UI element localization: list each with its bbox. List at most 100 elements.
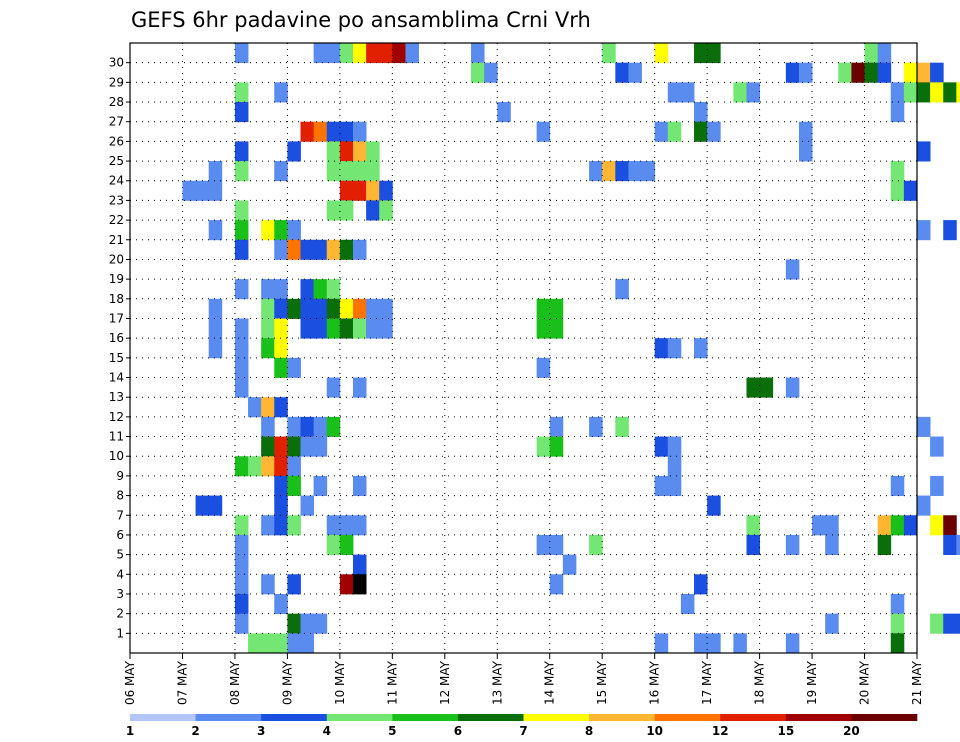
- heatmap-cell: [785, 633, 800, 654]
- heatmap-cell: [654, 436, 669, 457]
- heatmap-cell: [746, 82, 760, 103]
- heatmap-cell: [903, 180, 918, 201]
- heatmap-cell: [890, 515, 905, 536]
- heatmap-cell: [917, 62, 931, 83]
- heatmap-cell: [352, 121, 367, 142]
- heatmap-cell: [379, 180, 393, 201]
- colorbar-swatch: [261, 714, 328, 721]
- y-tick-label: 20: [109, 252, 124, 266]
- heatmap-cell: [930, 62, 944, 83]
- heatmap-cell: [234, 593, 249, 615]
- heatmap-cell: [274, 239, 288, 260]
- heatmap-cell: [352, 554, 367, 575]
- heatmap-cell: [274, 515, 288, 536]
- heatmap-cell: [352, 141, 367, 162]
- colorbar-swatch: [654, 714, 721, 721]
- heatmap-cell: [274, 475, 288, 496]
- x-tick-label: 06 MAY: [123, 660, 137, 705]
- heatmap-cell: [326, 279, 341, 300]
- heatmap-cell: [405, 43, 419, 64]
- y-tick-label: 5: [116, 548, 124, 562]
- heatmap-cell: [234, 102, 249, 123]
- heatmap-cell: [352, 239, 367, 260]
- x-tick-label: 07 MAY: [175, 660, 189, 705]
- heatmap-cell: [890, 102, 905, 123]
- x-tick-label: 16 MAY: [648, 660, 662, 705]
- heatmap-cell: [707, 495, 721, 516]
- heatmap-cell: [798, 62, 813, 83]
- heatmap-cell: [261, 318, 275, 339]
- colorbar-label: 6: [454, 724, 462, 738]
- heatmap-cell: [549, 534, 564, 556]
- heatmap-cell: [903, 62, 918, 83]
- heatmap-cell: [326, 416, 341, 437]
- heatmap-cell: [615, 161, 629, 182]
- heatmap-cell: [339, 180, 354, 201]
- heatmap-cell: [234, 279, 249, 300]
- heatmap-cell: [274, 436, 288, 457]
- heatmap-cell: [877, 43, 892, 64]
- heatmap-cell: [549, 574, 564, 595]
- heatmap-cell: [339, 574, 354, 595]
- x-tick-label: 13 MAY: [490, 660, 504, 705]
- heatmap-cell: [654, 338, 669, 359]
- heatmap-cell: [313, 436, 328, 457]
- heatmap-cell: [694, 633, 708, 654]
- heatmap-cell: [549, 298, 564, 319]
- heatmap-cell: [182, 180, 196, 201]
- heatmap-cell: [274, 318, 288, 339]
- heatmap-cell: [917, 82, 931, 103]
- heatmap-cell: [274, 338, 288, 359]
- heatmap-cell: [339, 43, 354, 64]
- heatmap-cell: [694, 574, 708, 595]
- heatmap-cell: [589, 416, 603, 437]
- heatmap-cell: [667, 456, 682, 477]
- heatmap-cell: [864, 43, 879, 64]
- x-tick-label: 10 MAY: [333, 660, 347, 705]
- heatmap-cell: [300, 318, 315, 339]
- heatmap-cell: [536, 121, 551, 142]
- heatmap-cell: [549, 416, 564, 437]
- heatmap-cell: [234, 239, 249, 260]
- heatmap-cell: [274, 357, 288, 378]
- heatmap-cell: [838, 62, 852, 83]
- heatmap-cell: [234, 200, 249, 221]
- heatmap-cell: [628, 62, 642, 83]
- heatmap-cell: [261, 416, 275, 437]
- heatmap-cell: [326, 43, 341, 64]
- heatmap-cell: [287, 456, 301, 477]
- heatmap-cell: [917, 495, 931, 516]
- y-tick-label: 13: [109, 390, 124, 404]
- heatmap-cell: [274, 633, 288, 654]
- heatmap-cell: [930, 515, 944, 536]
- heatmap-cell: [484, 62, 498, 83]
- colorbar-label: 12: [712, 724, 729, 738]
- heatmap-cell: [313, 475, 328, 496]
- heatmap-cell: [274, 82, 288, 103]
- heatmap-cell: [890, 82, 905, 103]
- heatmap-cell: [234, 554, 249, 575]
- heatmap-cell: [943, 613, 957, 634]
- heatmap-cell: [313, 318, 328, 339]
- y-tick-label: 19: [109, 272, 124, 286]
- heatmap-cell: [339, 161, 354, 182]
- heatmap-cell: [274, 397, 288, 418]
- heatmap-cell: [825, 613, 839, 634]
- y-tick-label: 17: [109, 311, 124, 325]
- heatmap-cell: [812, 515, 826, 536]
- heatmap-cell: [930, 436, 944, 457]
- x-tick-label: 17 MAY: [700, 660, 714, 705]
- heatmap-cell: [274, 495, 288, 516]
- heatmap-cell: [352, 161, 367, 182]
- heatmap-cell: [234, 357, 249, 378]
- x-tick-label: 18 MAY: [753, 660, 767, 705]
- heatmap-cell: [497, 102, 511, 123]
- heatmap-cell: [733, 82, 747, 103]
- y-tick-label: 25: [109, 154, 124, 168]
- heatmap-cells: [182, 43, 960, 654]
- heatmap-cell: [326, 121, 341, 142]
- heatmap-cell: [326, 515, 341, 536]
- heatmap-cell: [352, 180, 367, 201]
- heatmap-cell: [352, 574, 367, 595]
